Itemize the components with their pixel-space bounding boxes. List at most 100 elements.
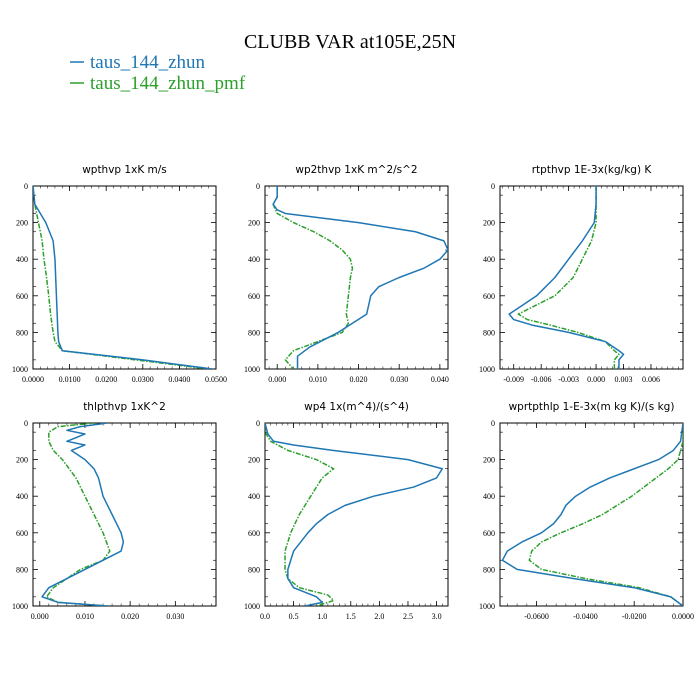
panel-1-xtick-label-2: 0.020 <box>350 375 368 384</box>
panel-3-title: thlpthvp 1xK^2 <box>83 401 166 413</box>
panel-5-ytick-label-3: 600 <box>483 529 495 538</box>
panel-0-title: wpthvp 1xK m/s <box>82 164 167 176</box>
panel-5-xtick-label-0: -0.0600 <box>524 612 549 621</box>
panel-2-xtick-label-5: 0.006 <box>642 375 660 384</box>
panel-5-frame <box>499 422 684 607</box>
panel-1-title: wp2thvp 1xK m^2/s^2 <box>295 164 417 176</box>
panel-1: wp2thvp 1xK m^2/s^2 0 200 400 600 800 1000 0.00… <box>244 164 449 384</box>
panel-3-xtick-label-1: 0.010 <box>76 612 94 621</box>
panel-0-xtick-label-5: 0.0500 <box>205 375 227 384</box>
panel-0-ytick-label-2: 400 <box>16 255 28 264</box>
panel-5-xtick-label-2: -0.0200 <box>622 612 647 621</box>
panel-3-ytick-label-5: 1000 <box>12 602 28 611</box>
panel-0-ytick-label-3: 600 <box>16 292 28 301</box>
panel-1-frame <box>264 185 449 370</box>
panel-3-xtick-label-0: 0.000 <box>31 612 49 621</box>
panel-4-ytick-label-4: 800 <box>248 565 260 574</box>
panel-4-xtick-label-0: 0.0 <box>260 612 270 621</box>
figure-legend: taus_144_zhun taus_144_zhun_pmf <box>70 52 246 94</box>
panel-2-xtick-label-0: -0.009 <box>503 375 524 384</box>
panel-4-xtick-label-1: 0.5 <box>289 612 299 621</box>
panel-0-ytick-label-4: 800 <box>16 328 28 337</box>
panel-4-xtick-label-3: 1.5 <box>346 612 356 621</box>
panel-0-xtick-label-3: 0.0300 <box>132 375 154 384</box>
panel-3-ytick-label-3: 600 <box>16 529 28 538</box>
panel-2-series-0-line <box>508 186 625 369</box>
panel-4-ytick-label-1: 200 <box>248 456 260 465</box>
panel-3-ytick-label-1: 200 <box>16 456 28 465</box>
panel-2-ytick-label-5: 1000 <box>479 365 495 374</box>
panel-2: rtpthvp 1E-3x(kg/kg) K02004006008001000-… <box>479 164 684 384</box>
panel-1-ytick-label-4: 800 <box>248 328 260 337</box>
panel-4-ytick-label-5: 1000 <box>244 602 260 611</box>
legend-label-1: taus_144_zhun_pmf <box>90 73 246 94</box>
panel-1-xtick-label-4: 0.040 <box>431 375 449 384</box>
panel-3-ytick-label-0: 0 <box>24 419 28 428</box>
legend-label-0: taus_144_zhun <box>90 52 206 73</box>
panel-1-ytick-label-0: 0 <box>256 182 260 191</box>
panel-4-xtick-label-5: 2.5 <box>403 612 413 621</box>
panel-5-ytick-label-2: 400 <box>483 492 495 501</box>
panel-4-ytick-label-0: 0 <box>256 419 260 428</box>
panel-4-title: wp4 1x(m^4)/(s^4) <box>304 401 409 413</box>
panel-2-frame <box>499 185 684 370</box>
panel-1-ytick-label-2: 400 <box>248 255 260 264</box>
panel-0-frame <box>32 185 217 370</box>
panel-4-xtick-label-6: 3.0 <box>432 612 442 621</box>
panel-5-ytick-label-4: 800 <box>483 565 495 574</box>
panel-2-ytick-label-0: 0 <box>491 182 495 191</box>
panel-4-series-0-line <box>265 423 444 606</box>
panel-1-series-0-line <box>272 186 448 369</box>
panel-1-series-1-line <box>272 186 354 369</box>
panel-0-xtick-label-2: 0.0200 <box>95 375 117 384</box>
panel-2-ytick-label-2: 400 <box>483 255 495 264</box>
panel-0-xtick-label-1: 0.0100 <box>59 375 81 384</box>
panel-4-series-1-line <box>265 423 335 606</box>
panel-4-ytick-label-3: 600 <box>248 529 260 538</box>
panel-2-xtick-label-1: -0.006 <box>531 375 552 384</box>
panel-2-title: rtpthvp 1E-3x(kg/kg) K <box>532 164 653 176</box>
panel-1-xtick-label-1: 0.010 <box>309 375 327 384</box>
panel-5-xtick-label-3: 0.0000 <box>672 612 694 621</box>
panel-5-xtick-label-1: -0.0400 <box>573 612 598 621</box>
panel-5-ytick-label-0: 0 <box>491 419 495 428</box>
panel-5-title: wprtpthlp 1-E-3x(m kg K)/(s kg) <box>509 401 675 413</box>
panel-3-frame <box>32 422 217 607</box>
panel-3-series-1-line <box>45 423 111 606</box>
panel-3-ytick-label-4: 800 <box>16 565 28 574</box>
panel-5-series-1-line <box>528 423 683 606</box>
panel-4-xtick-label-2: 1.0 <box>317 612 327 621</box>
panel-2-ytick-label-4: 800 <box>483 328 495 337</box>
panel-1-xtick-label-0: 0.000 <box>268 375 286 384</box>
panel-4-xtick-label-4: 2.0 <box>374 612 384 621</box>
panel-5-ytick-label-1: 200 <box>483 456 495 465</box>
panel-2-xtick-label-3: 0.000 <box>587 375 605 384</box>
panel-2-series-1-line <box>517 186 620 369</box>
panel-2-xtick-label-2: -0.003 <box>558 375 579 384</box>
panel-1-ytick-label-3: 600 <box>248 292 260 301</box>
panel-0-ytick-label-1: 200 <box>16 219 28 228</box>
panel-2-ytick-label-3: 600 <box>483 292 495 301</box>
panel-2-xtick-label-4: 0.003 <box>615 375 633 384</box>
panel-0-xtick-label-4: 0.0400 <box>168 375 190 384</box>
panel-0-series-0-line <box>33 186 213 369</box>
panel-3-ytick-label-2: 400 <box>16 492 28 501</box>
panel-3-series-0-line <box>41 423 125 606</box>
panel-4-ytick-label-2: 400 <box>248 492 260 501</box>
panel-5: wprtpthlp 1-E-3x(m kg K)/(s kg) 0 200 400 60… <box>479 401 694 621</box>
panel-0-xtick-label-0: 0.0000 <box>22 375 44 384</box>
panel-0-ytick-label-0: 0 <box>24 182 28 191</box>
panel-0-ytick-label-5: 1000 <box>12 365 28 374</box>
panel-1-ytick-label-1: 200 <box>248 219 260 228</box>
panel-1-ytick-label-5: 1000 <box>244 365 260 374</box>
panel-1-xtick-label-3: 0.030 <box>390 375 408 384</box>
panel-3-xtick-label-2: 0.020 <box>121 612 139 621</box>
panel-5-series-0-line <box>501 423 683 606</box>
panel-5-ytick-label-5: 1000 <box>479 602 495 611</box>
